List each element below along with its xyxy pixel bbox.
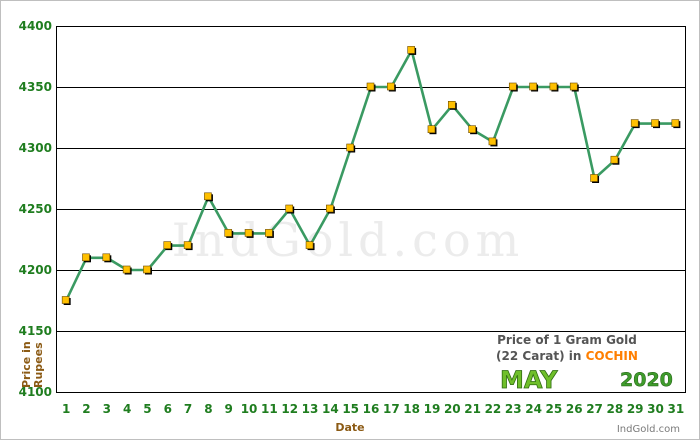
series-markers [61,46,681,305]
y-axis-tick-labels: 4100 4150 4200 4250 4300 4350 4400 [19,19,52,399]
x-tick-label: 4 [123,402,131,416]
x-tick-label: 13 [302,402,319,416]
x-tick-label: 2 [82,402,90,416]
data-point-marker [651,119,661,129]
x-axis-title: Date [335,421,364,434]
data-point-marker [244,229,254,238]
data-point-marker [61,296,71,305]
x-tick-label: 16 [363,402,380,416]
x-tick-label: 9 [225,402,233,416]
x-tick-label: 29 [627,402,644,416]
data-point-marker [163,241,173,251]
y-axis-title-line1: Price in [20,341,33,388]
data-point-marker [265,229,274,238]
x-tick-label: 14 [322,402,339,416]
data-point-marker [346,143,356,153]
x-tick-label: 18 [403,402,420,416]
data-point-marker [305,241,315,251]
x-tick-label: 28 [607,402,624,416]
data-point-marker [102,253,112,263]
x-tick-label: 26 [566,402,583,416]
y-tick-label: 4400 [19,19,52,33]
plot-area-border [56,26,686,393]
data-point-marker [143,265,152,275]
info-line1: Price of 1 Gram Gold [497,333,637,347]
x-tick-label: 5 [143,402,151,416]
data-point-marker [427,125,437,135]
x-tick-label: 21 [464,402,481,416]
info-box: Price of 1 Gram Gold (22 Carat) in COCHI… [496,333,673,394]
x-tick-label: 12 [281,402,298,416]
data-point-marker [508,82,518,92]
x-tick-label: 27 [586,402,603,416]
x-axis-tick-labels: 1 2 3 4 5 6 7 8 9 10 11 12 13 14 15 16 17 18 19 20 21 22 23 24 2… [62,402,684,416]
data-point-marker [285,204,295,214]
y-tick-label: 4250 [19,202,52,216]
x-tick-label: 30 [647,402,664,416]
data-point-marker [387,82,396,92]
data-point-marker [82,253,91,263]
data-point-marker [366,82,376,92]
data-point-marker [183,241,193,251]
data-point-marker [549,82,559,92]
data-point-marker [407,46,417,55]
info-month: MAY [500,366,558,394]
info-line2: (22 Carat) in COCHIN [496,349,638,363]
x-tick-label: 7 [184,402,192,416]
x-tick-label: 17 [383,402,400,416]
y-tick-label: 4300 [19,141,52,155]
y-tick-label: 4100 [19,385,52,399]
info-city: COCHIN [586,349,638,363]
info-line2-prefix: (22 Carat) in [496,349,586,363]
data-point-marker [630,119,640,129]
watermark-text: IndGold.com [172,213,525,267]
data-point-marker [590,174,600,183]
y-axis-title-line2: Rupees [32,342,45,388]
data-point-marker [610,155,620,165]
data-point-marker [122,265,132,275]
x-tick-label: 25 [546,402,563,416]
x-tick-label: 1 [62,402,70,416]
x-tick-label: 20 [444,402,461,416]
x-tick-label: 22 [485,402,502,416]
x-tick-label: 8 [204,402,212,416]
data-point-marker [204,192,213,202]
data-point-marker [671,119,681,129]
x-tick-label: 11 [261,402,278,416]
y-tick-label: 4200 [19,263,52,277]
data-point-marker [529,82,539,92]
y-tick-label: 4350 [19,80,52,94]
data-point-marker [447,101,457,110]
x-tick-label: 24 [525,402,542,416]
x-tick-label: 19 [424,402,441,416]
data-point-marker [569,82,579,92]
x-tick-label: 3 [103,402,111,416]
x-tick-label: 23 [505,402,522,416]
x-tick-label: 31 [667,402,684,416]
x-tick-label: 15 [342,402,359,416]
info-year: 2020 [620,369,673,391]
x-tick-label: 6 [164,402,172,416]
data-point-marker [224,229,234,238]
data-point-marker [468,125,478,135]
data-point-marker [326,204,335,214]
credit-text: IndGold.com [617,424,680,435]
y-tick-label: 4150 [19,324,52,338]
data-point-marker [488,137,498,147]
x-tick-label: 10 [241,402,258,416]
